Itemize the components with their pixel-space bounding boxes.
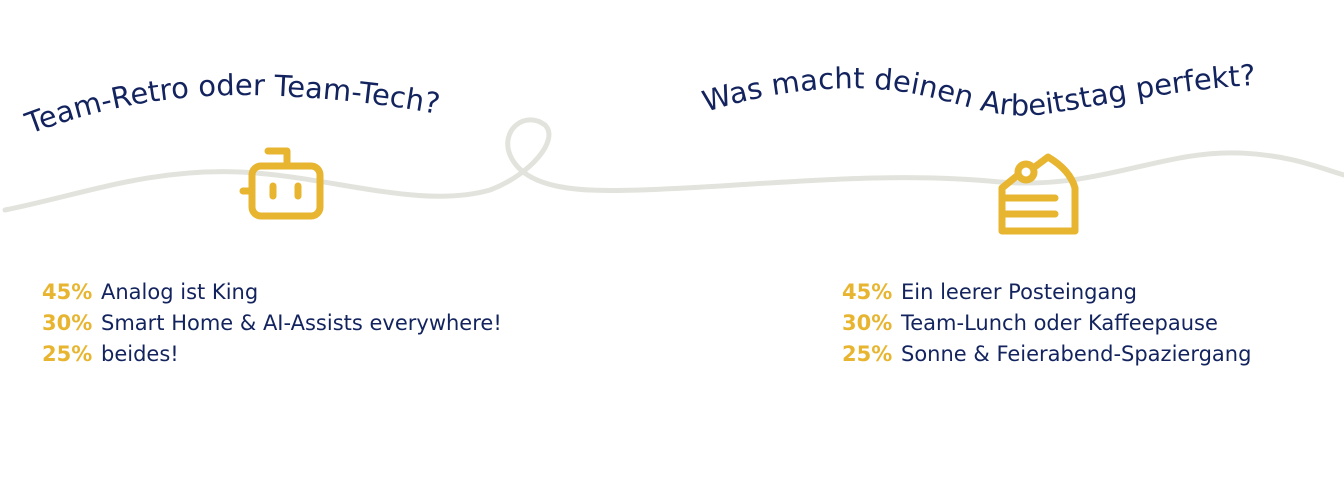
result-row: 30% Team-Lunch oder Kaffeepause [842,308,1251,339]
answer-label: Ein leerer Posteingang [901,280,1138,304]
percentage: 30% [42,311,93,335]
result-row: 25% beides! [42,339,502,370]
result-row: 45% Analog ist King [42,277,502,308]
right-results-list: 45% Ein leerer Posteingang 30% Team-Lunch … [842,277,1251,370]
percentage: 45% [42,280,93,304]
percentage: 25% [842,342,893,366]
percentage: 25% [42,342,93,366]
answer-label: beides! [101,342,179,366]
robot-icon [239,147,324,220]
right-title: Was macht deinen Arbeitstag perfekt? [698,58,1256,123]
answer-label: Analog ist King [101,280,259,304]
answer-label: Smart Home & AI-Assists everywhere! [101,311,502,335]
percentage: 45% [842,280,893,304]
left-results-list: 45% Analog ist King 30% Smart Home & AI-As… [42,277,502,370]
answer-label: Sonne & Feierabend-Spaziergang [901,342,1252,366]
percentage: 30% [842,311,893,335]
cake-slice-icon [998,153,1079,235]
result-row: 25% Sonne & Feierabend-Spaziergang [842,339,1251,370]
result-row: 30% Smart Home & AI-Assists everywhere! [42,308,502,339]
left-title: Team-Retro oder Team-Tech? [20,68,443,141]
answer-label: Team-Lunch oder Kaffeepause [901,311,1218,335]
wavy-decorative-line [2,117,1344,213]
result-row: 45% Ein leerer Posteingang [842,277,1251,308]
